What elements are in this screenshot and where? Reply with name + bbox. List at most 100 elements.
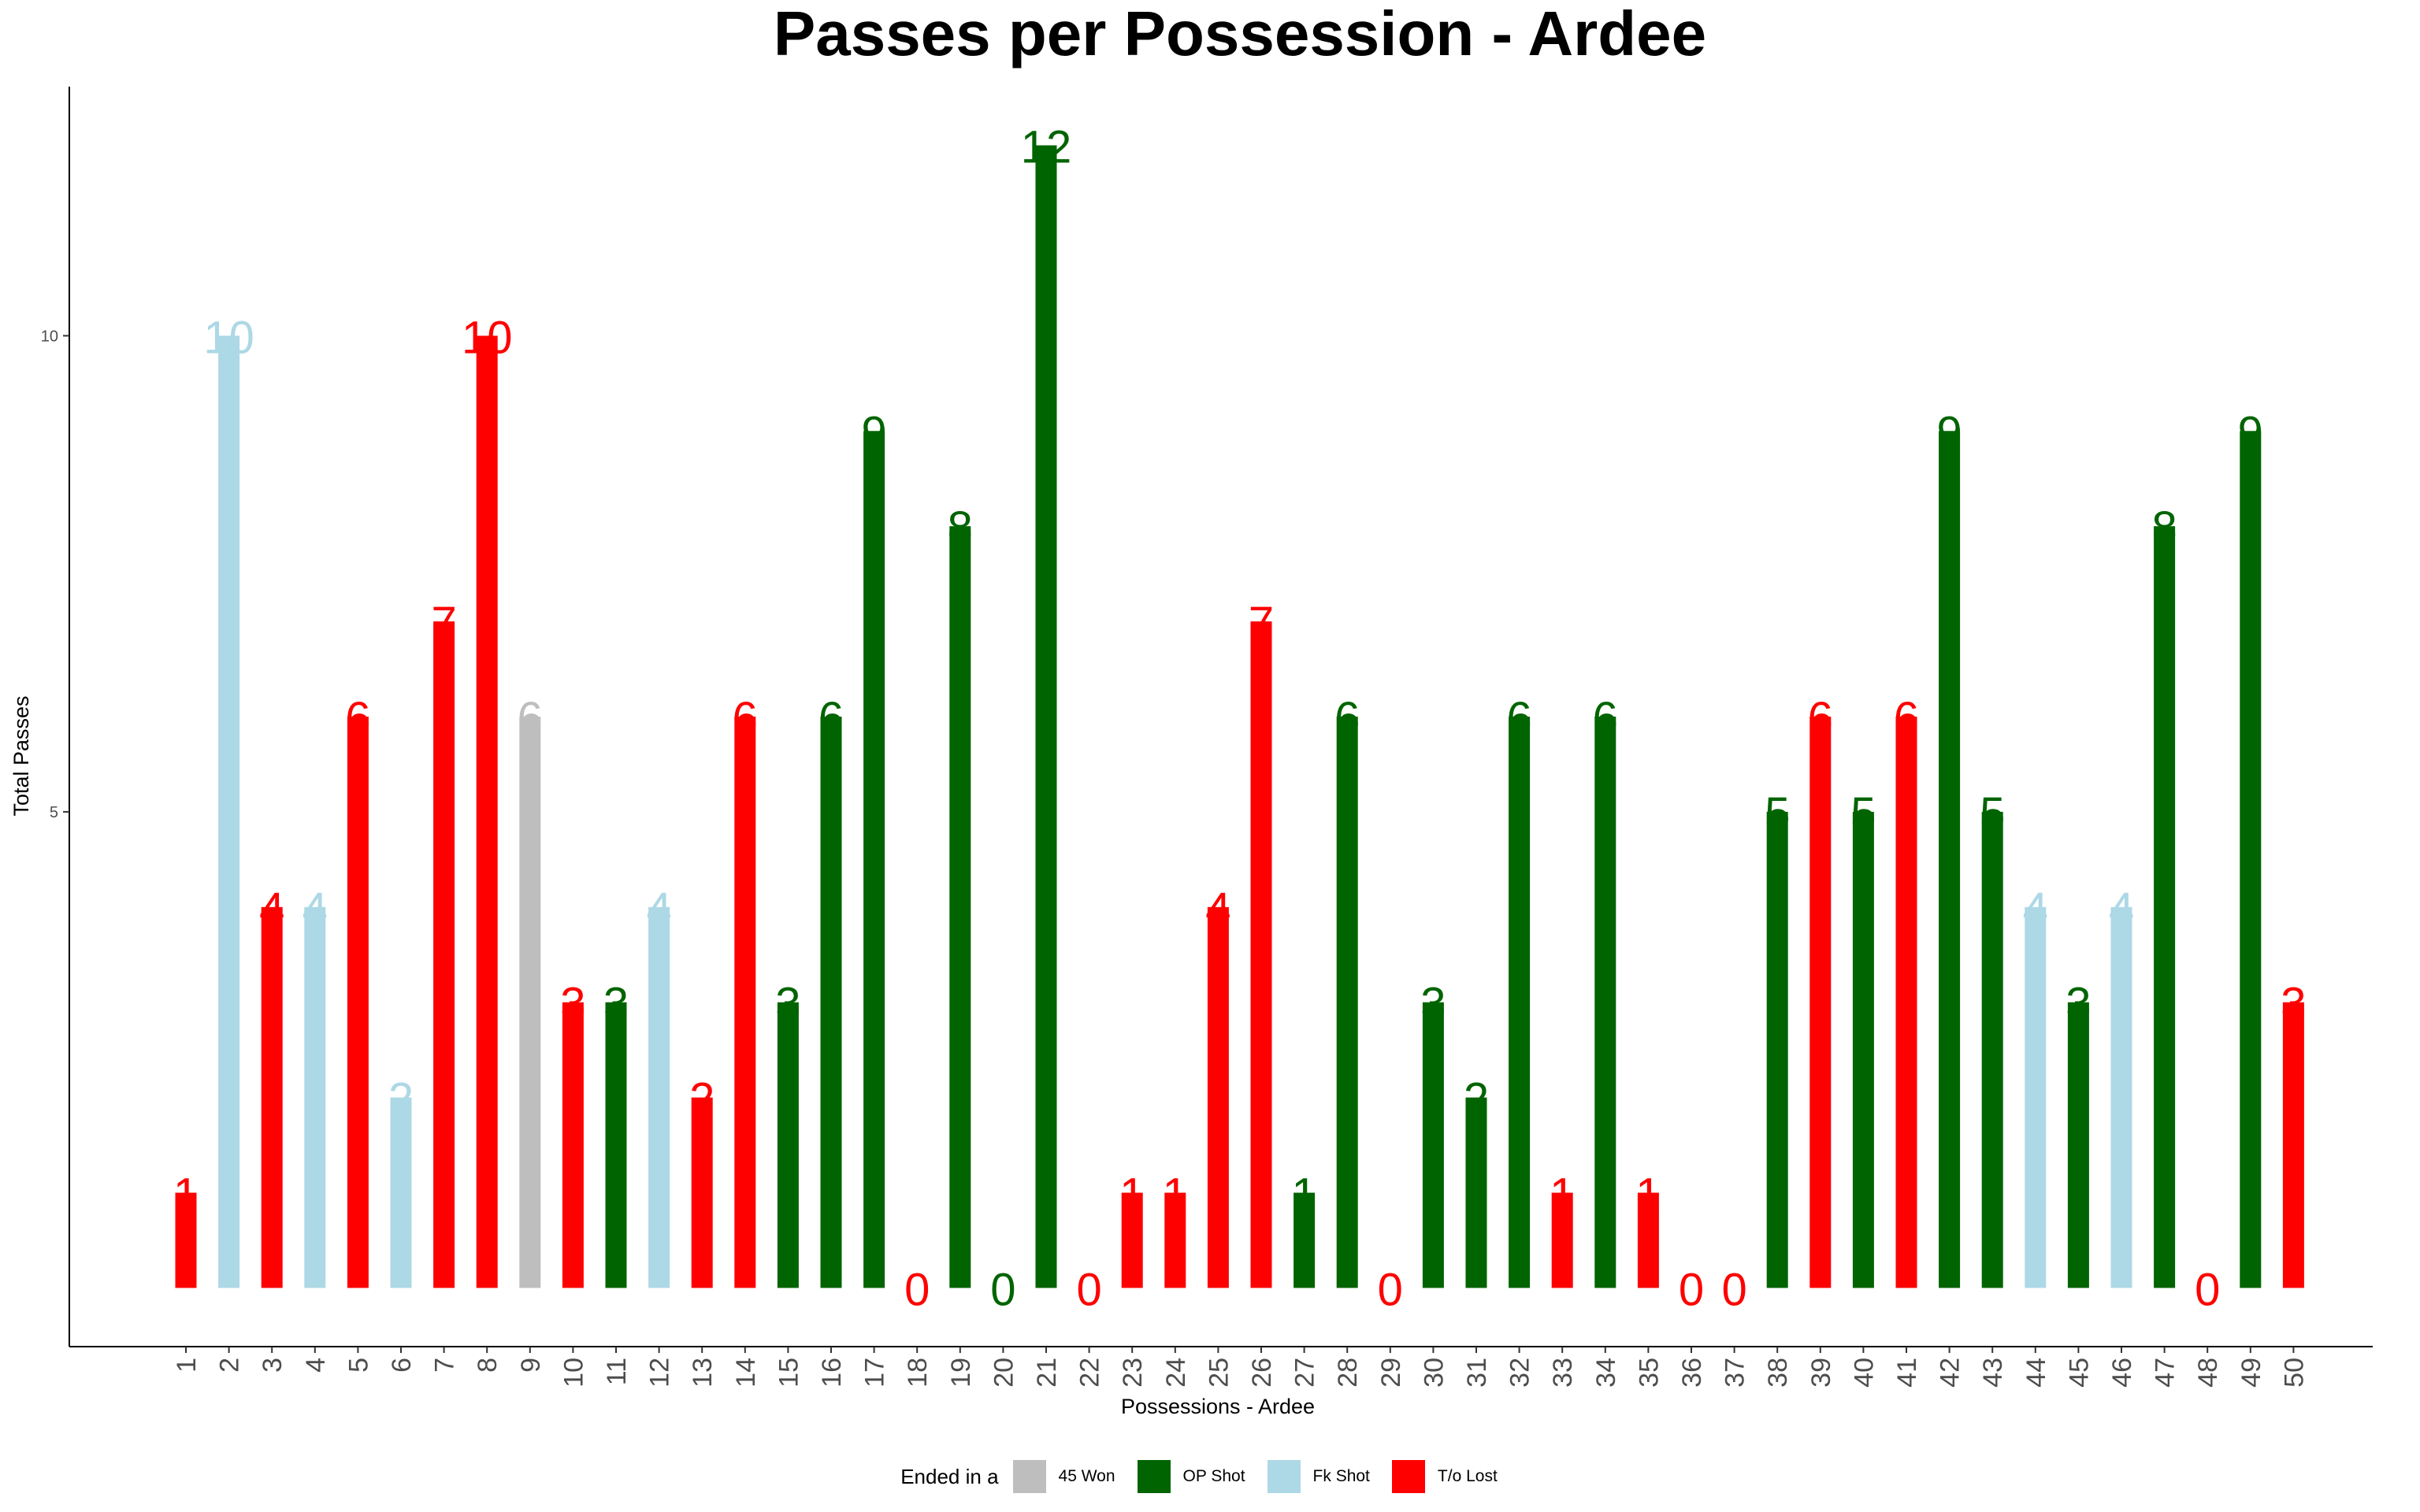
bar [218, 335, 240, 1288]
x-tick-label: 36 [1677, 1358, 1707, 1388]
bar [1852, 811, 1874, 1288]
bar-value-label: 6 [1894, 693, 1919, 744]
legend-label: OP Shot [1182, 1467, 1245, 1485]
bar [1766, 811, 1788, 1288]
bar-value-label: 0 [1378, 1264, 1403, 1315]
legend-item-45-won: 45 Won [1012, 1460, 1115, 1493]
bar-value-label: 1 [1635, 1169, 1661, 1221]
bar-value-label: 10 [462, 312, 513, 363]
legend-key-45-won [1012, 1460, 1046, 1493]
x-tick-label: 30 [1419, 1358, 1449, 1388]
bar [1551, 1192, 1573, 1288]
x-tick-label: 14 [731, 1358, 761, 1388]
bar [2110, 906, 2132, 1288]
x-tick-label: 8 [473, 1358, 503, 1373]
bar [1294, 1192, 1316, 1288]
bar-value-label: 0 [2195, 1264, 2220, 1315]
x-tick-label: 3 [258, 1358, 288, 1373]
bar-value-label: 1 [1163, 1169, 1188, 1221]
bar-value-label: 7 [1249, 598, 1274, 649]
bar-value-label: 6 [1808, 693, 1833, 744]
chart-title: Passes per Possession - Ardee [774, 0, 1706, 69]
bar-value-label: 3 [2066, 979, 2091, 1030]
x-tick-label: 49 [2236, 1358, 2266, 1388]
y-tick-label: 5 [50, 804, 58, 821]
bar-value-label: 3 [1420, 979, 1446, 1030]
bar-value-label: 4 [2023, 884, 2048, 935]
bar [2154, 526, 2176, 1288]
bar-value-label: 7 [431, 598, 456, 649]
bar [605, 1002, 627, 1288]
x-tick-label: 11 [602, 1358, 632, 1385]
bar-value-label: 2 [388, 1074, 414, 1125]
x-tick-label: 10 [559, 1358, 588, 1388]
bar-value-label: 4 [259, 884, 284, 935]
x-tick-label: 40 [1849, 1358, 1879, 1388]
legend-label: T/o Lost [1437, 1467, 1498, 1485]
bar-value-label: 8 [2151, 502, 2177, 554]
x-tick-label: 2 [215, 1358, 245, 1373]
legend-item-to-lost: T/o Lost [1391, 1460, 1498, 1493]
x-tick-label: 26 [1247, 1358, 1277, 1388]
bar [1637, 1192, 1659, 1288]
bar [1809, 717, 1832, 1288]
bar [1035, 145, 1057, 1288]
legend-title: Ended in a [900, 1464, 999, 1488]
axes [63, 87, 2373, 1353]
bar [562, 1002, 584, 1288]
bar [476, 335, 498, 1288]
bar-value-label: 3 [775, 979, 800, 1030]
bar-value-label: 0 [904, 1264, 930, 1315]
bar [820, 717, 842, 1288]
bar-value-label: 0 [1076, 1264, 1101, 1315]
x-tick-label: 43 [1978, 1358, 2008, 1388]
x-tick-label: 28 [1333, 1358, 1363, 1388]
x-tick-label: 46 [2107, 1358, 2137, 1388]
x-tick-label: 48 [2193, 1358, 2223, 1388]
bar [433, 621, 455, 1288]
legend-label: 45 Won [1058, 1467, 1115, 1485]
x-tick-label: 44 [2021, 1358, 2051, 1388]
legend-item-op-shot: OP Shot [1137, 1460, 1245, 1493]
bar [2067, 1002, 2089, 1288]
legend-item-fk-shot: Fk Shot [1267, 1460, 1370, 1493]
x-tick-label: 18 [903, 1358, 933, 1388]
bar [2282, 1002, 2304, 1288]
y-tick-label: 10 [41, 328, 58, 345]
bar [1336, 717, 1358, 1288]
x-tick-label: 29 [1376, 1358, 1406, 1388]
bar-value-label: 9 [861, 407, 886, 458]
bar [648, 906, 670, 1288]
bar-value-label: 1 [1291, 1169, 1316, 1221]
x-tick-label: 32 [1505, 1358, 1535, 1388]
bar-value-label: 0 [1679, 1264, 1704, 1315]
legend-key-op-shot [1137, 1460, 1171, 1493]
bar [863, 431, 885, 1288]
bar-value-label: 12 [1021, 122, 1072, 173]
x-axis-label: Possessions - Ardee [1121, 1395, 1315, 1418]
x-tick-label: 39 [1806, 1358, 1836, 1388]
x-tick-label: 13 [688, 1358, 718, 1388]
bar-value-label: 0 [1721, 1264, 1746, 1315]
bar-value-label: 6 [518, 693, 543, 744]
legend-key-to-lost [1391, 1460, 1425, 1493]
bar [1981, 811, 2003, 1288]
x-tick-label: 6 [387, 1358, 417, 1373]
bar [175, 1192, 197, 1288]
bar [1594, 717, 1616, 1288]
bar-value-label: 1 [1550, 1169, 1575, 1221]
legend-label: Fk Shot [1312, 1467, 1370, 1485]
x-tick-label: 47 [2151, 1358, 2181, 1388]
x-tick-label: 33 [1548, 1358, 1578, 1388]
x-tick-label: 35 [1634, 1358, 1664, 1388]
bar-value-label: 3 [603, 979, 629, 1030]
bar-value-label: 6 [818, 693, 844, 744]
x-tick-label: 4 [301, 1358, 331, 1373]
x-tick-label: 42 [1936, 1358, 1965, 1388]
bar [1121, 1192, 1143, 1288]
bar [304, 906, 326, 1288]
bar [2025, 906, 2047, 1288]
x-tick-label: 41 [1892, 1358, 1922, 1388]
bar-value-label: 2 [1464, 1074, 1489, 1125]
